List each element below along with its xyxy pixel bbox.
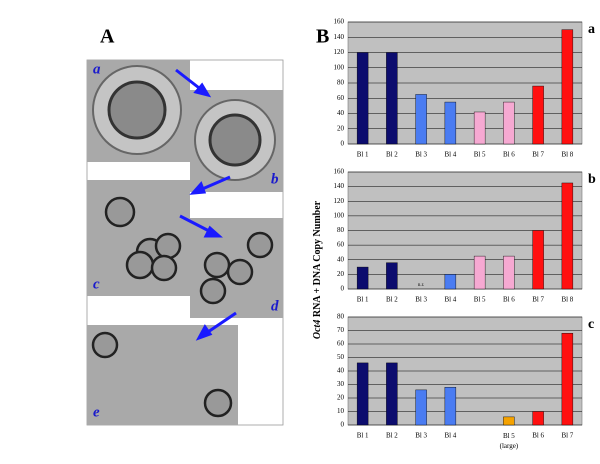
- chart-label: c: [588, 317, 594, 332]
- y-tick-label: 40: [337, 255, 345, 263]
- y-axis-title-rest: RNA + DNA Copy Number: [312, 200, 323, 317]
- y-tick-label: 20: [337, 124, 345, 132]
- x-tick-label: Bl 3: [415, 432, 427, 440]
- x-tick-label: Bl 5: [474, 151, 486, 159]
- y-tick-label: 80: [337, 79, 345, 87]
- bar: [386, 52, 398, 145]
- y-tick-label: 160: [334, 168, 345, 176]
- image-label: d: [271, 298, 279, 314]
- x-tick-label: Bl 3: [415, 151, 427, 159]
- x-tick-label: Bl 8: [561, 151, 573, 159]
- bar: [356, 266, 369, 290]
- bar: [386, 262, 398, 290]
- bar: [503, 255, 515, 290]
- bar: [473, 111, 486, 145]
- bar: [503, 416, 515, 426]
- y-tick-label: 0: [341, 421, 345, 429]
- bar: [532, 85, 544, 145]
- bar: [561, 333, 574, 426]
- x-tick-label: Bl 6: [532, 432, 544, 440]
- bar: [561, 29, 574, 145]
- y-tick-label: 50: [337, 353, 345, 361]
- y-tick-label: 60: [337, 241, 345, 249]
- bar: [444, 101, 457, 145]
- bar: [561, 182, 574, 290]
- panel-label: B: [316, 26, 329, 48]
- y-tick-label: 80: [337, 226, 345, 234]
- x-tick-label: Bl 4: [444, 432, 456, 440]
- x-tick-label: Bl 4: [444, 151, 456, 159]
- bar: [444, 387, 457, 426]
- bar: [415, 94, 427, 145]
- image-label: b: [271, 171, 279, 187]
- x-tick-label: Bl 7: [532, 296, 544, 304]
- x-tick-label: Bl 1: [357, 432, 369, 440]
- x-tick-label: Bl 6: [503, 296, 515, 304]
- y-tick-label: 0: [341, 285, 345, 293]
- y-tick-label: 80: [337, 313, 345, 321]
- image-label: a: [93, 61, 101, 77]
- chart-label: b: [588, 172, 596, 187]
- x-tick-label: Bl 2: [386, 432, 398, 440]
- x-tick-label: Bl 7: [532, 151, 544, 159]
- y-tick-label: 20: [337, 270, 345, 278]
- y-tick-label: 40: [337, 367, 345, 375]
- bar: [532, 411, 544, 426]
- chart-label: a: [588, 22, 595, 37]
- x-tick-label: Bl 5 (large): [500, 432, 519, 450]
- x-tick-label: Bl 6: [503, 151, 515, 159]
- y-tick-label: 160: [334, 18, 345, 26]
- x-tick-label: Bl 7: [561, 432, 573, 440]
- bar: [532, 230, 544, 290]
- y-tick-label: 70: [337, 326, 345, 334]
- x-tick-label: Bl 3: [415, 296, 427, 304]
- x-tick-label: Bl 8: [561, 296, 573, 304]
- x-tick-label: Bl 2: [386, 296, 398, 304]
- y-tick-label: 120: [334, 197, 345, 205]
- panel-label: A: [100, 26, 115, 48]
- x-tick-label: Bl 4: [444, 296, 456, 304]
- bar: [386, 362, 398, 426]
- y-tick-label: 40: [337, 109, 345, 117]
- y-tick-label: 10: [337, 407, 345, 415]
- gene-name: Oct4: [312, 320, 323, 339]
- y-tick-label: 0: [341, 140, 345, 148]
- y-tick-label: 30: [337, 380, 345, 388]
- x-tick-label: Bl 1: [357, 296, 369, 304]
- y-tick-label: 140: [334, 182, 345, 190]
- bar: [503, 101, 515, 145]
- y-tick-label: 60: [337, 94, 345, 102]
- micrographs: a b c d e: [86, 59, 284, 426]
- image-label: c: [93, 276, 100, 292]
- y-tick-label: 120: [334, 48, 345, 56]
- y-tick-label: 100: [334, 63, 345, 71]
- y-axis-title: Oct4 RNA + DNA Copy Number: [312, 200, 323, 339]
- bar: [356, 52, 369, 145]
- y-tick-label: 100: [334, 211, 345, 219]
- x-tick-label: Bl 2: [386, 151, 398, 159]
- bar: [356, 362, 369, 426]
- value-label: n.r.: [418, 283, 424, 288]
- y-tick-label: 60: [337, 340, 345, 348]
- bar: [444, 274, 457, 290]
- x-tick-label: Bl 1: [357, 151, 369, 159]
- y-tick-label: 140: [334, 33, 345, 41]
- y-tick-label: 20: [337, 394, 345, 402]
- bar: [415, 389, 427, 426]
- image-label: e: [93, 404, 100, 420]
- bar: [473, 255, 486, 290]
- x-tick-label: Bl 5: [474, 296, 486, 304]
